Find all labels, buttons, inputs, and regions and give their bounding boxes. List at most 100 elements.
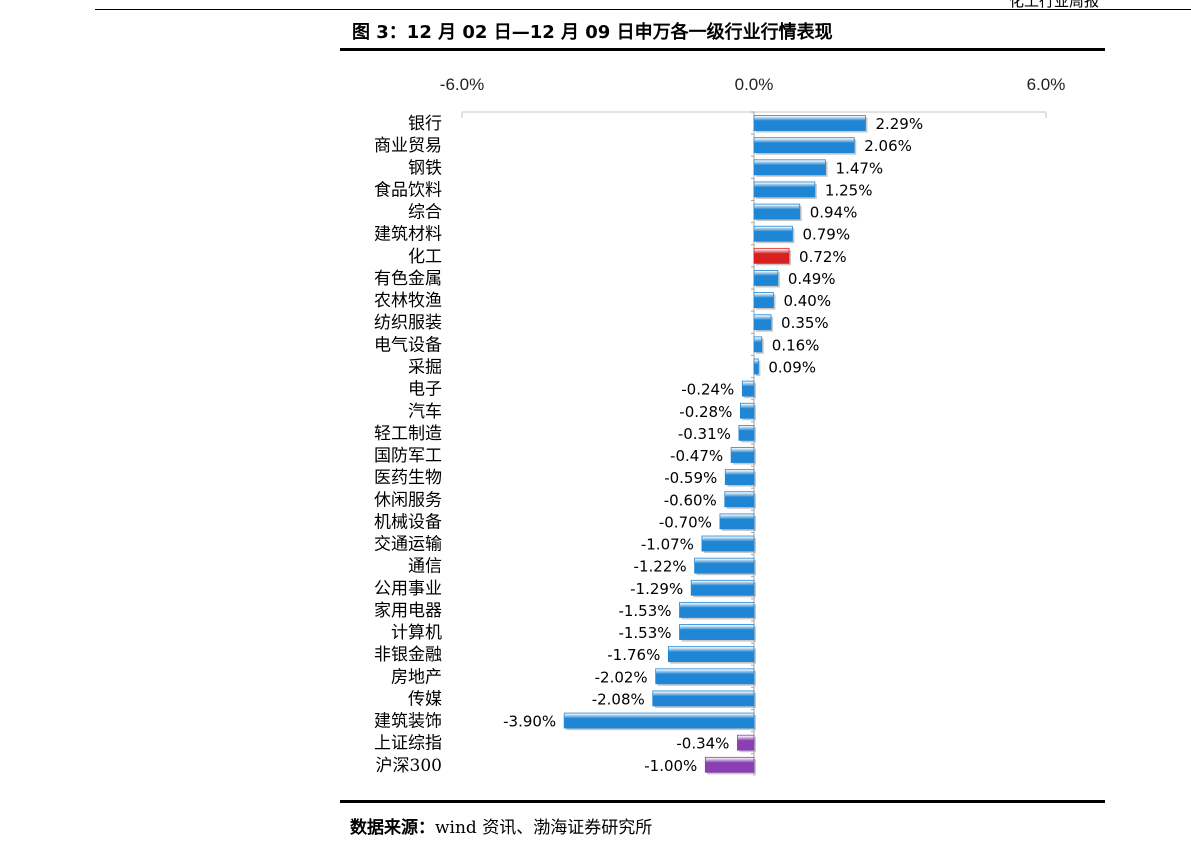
bar: [730, 447, 755, 463]
data-label: -1.53%: [618, 624, 671, 642]
data-label: -0.70%: [659, 513, 712, 531]
bar: [704, 756, 755, 773]
data-label: -0.47%: [670, 447, 723, 465]
data-label: -1.00%: [644, 757, 697, 775]
bar: [690, 579, 755, 596]
bar: [694, 557, 755, 574]
bar: [655, 668, 755, 685]
category-label: 交通运输: [374, 535, 442, 555]
data-label: -1.53%: [618, 602, 671, 620]
category-label: 房地产: [391, 667, 442, 687]
data-label: 0.72%: [799, 248, 847, 266]
category-label: 上证综指: [374, 734, 442, 754]
category-label: 有色金属: [374, 269, 442, 289]
data-label: 1.47%: [836, 159, 884, 177]
data-label: 0.35%: [781, 314, 829, 332]
category-label: 综合: [408, 203, 442, 223]
bar: [753, 358, 759, 375]
x-tick-label: 0.0%: [735, 75, 774, 94]
data-label: -1.22%: [634, 558, 687, 576]
bar: [753, 159, 826, 176]
category-label: 汽车: [408, 402, 442, 422]
category-label: 采掘: [408, 357, 442, 377]
data-label: -0.31%: [678, 425, 731, 443]
category-label: 建筑装饰: [374, 712, 442, 732]
category-label: 商业贸易: [374, 136, 442, 156]
bar: [737, 734, 755, 751]
data-label: 0.79%: [802, 226, 850, 244]
data-label: -0.60%: [664, 491, 717, 509]
report-header-label: 化工行业周报: [1008, 0, 1099, 10]
data-label: 0.40%: [783, 292, 831, 310]
x-tick-label: 6.0%: [1027, 75, 1066, 94]
bar: [753, 336, 763, 353]
bar: [753, 225, 793, 242]
bar: [719, 513, 755, 530]
bar: [667, 646, 755, 663]
bar: [724, 469, 755, 486]
header-rule: [95, 9, 1191, 10]
category-label: 机械设备: [374, 512, 442, 532]
bar: [652, 690, 755, 707]
data-label: 0.09%: [768, 358, 816, 376]
data-label: -1.07%: [641, 536, 694, 554]
bar: [724, 491, 755, 508]
data-label: -1.76%: [607, 646, 660, 664]
category-label: 建筑材料: [374, 225, 442, 245]
category-label: 沪深300: [376, 756, 442, 776]
data-label: -0.34%: [676, 735, 729, 753]
data-label: 0.49%: [788, 270, 836, 288]
category-label: 电气设备: [374, 335, 442, 355]
bar: [738, 424, 755, 441]
bar: [753, 247, 790, 264]
data-label: -1.29%: [630, 580, 683, 598]
bar: [753, 292, 774, 309]
category-label: 纺织服装: [374, 313, 442, 333]
data-label: -2.08%: [592, 690, 645, 708]
category-label: 轻工制造: [374, 424, 442, 444]
category-label: 休闲服务: [374, 490, 442, 510]
bar: [753, 314, 772, 331]
source-note: 数据来源：wind 资讯、渤海证券研究所: [350, 813, 652, 838]
bar: [701, 535, 755, 552]
category-label: 医药生物: [374, 468, 442, 488]
data-label: -0.28%: [679, 403, 732, 421]
category-label: 计算机: [391, 623, 442, 643]
data-label: -0.24%: [681, 381, 734, 399]
bar: [753, 203, 801, 220]
bar: [679, 602, 755, 618]
data-label: 1.25%: [825, 181, 873, 199]
source-label: 数据来源：: [350, 818, 435, 838]
category-label: 钢铁: [408, 158, 442, 178]
bottom-rule: [340, 800, 1105, 803]
category-label: 传媒: [408, 689, 442, 709]
category-label: 化工: [408, 247, 442, 267]
figure-title: 图 3：12 月 02 日—12 月 09 日申万各一级行业行情表现: [352, 22, 833, 43]
source-text: wind 资讯、渤海证券研究所: [435, 818, 653, 838]
bar: [753, 270, 779, 286]
data-label: 0.94%: [810, 204, 858, 222]
category-label: 家用电器: [374, 601, 442, 621]
title-rule: [340, 48, 1105, 51]
category-label: 食品饮料: [374, 180, 442, 200]
category-label: 电子: [408, 380, 442, 400]
data-label: 2.29%: [875, 115, 923, 133]
data-label: -2.02%: [595, 668, 648, 686]
bar: [741, 380, 755, 397]
category-label: 国防军工: [374, 446, 442, 466]
bar: [739, 402, 755, 419]
bar: [753, 181, 816, 198]
data-label: -3.90%: [503, 713, 556, 731]
bar: [679, 624, 755, 640]
data-label: 0.16%: [772, 336, 820, 354]
category-label: 非银金融: [374, 645, 442, 665]
category-label: 银行: [408, 114, 442, 134]
data-label: -0.59%: [664, 469, 717, 487]
category-label: 农林牧渔: [374, 291, 442, 311]
data-label: 2.06%: [864, 137, 912, 155]
x-tick-label: -6.0%: [440, 75, 484, 94]
bar: [563, 712, 755, 729]
bar: [753, 137, 855, 154]
category-label: 通信: [408, 557, 442, 577]
